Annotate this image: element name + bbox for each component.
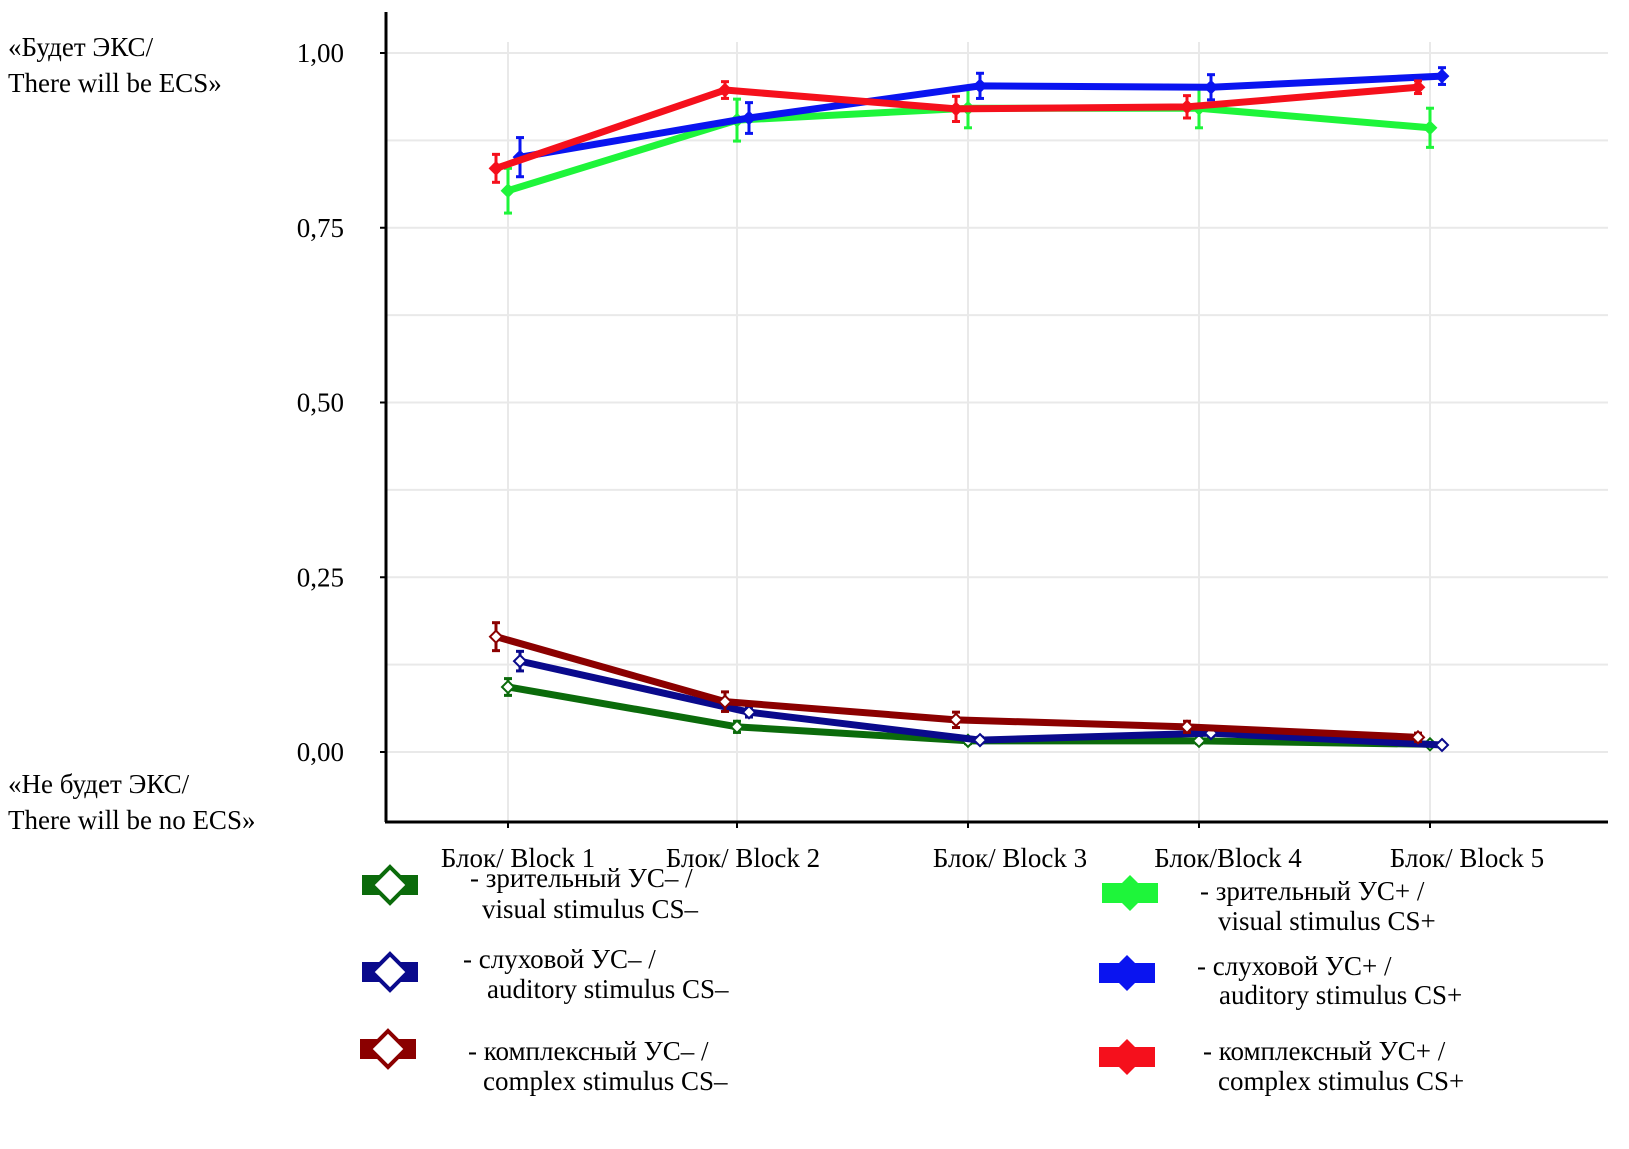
legend: - зрительный УС– /visual stimulus CS– - с… (360, 863, 1464, 1096)
legend-marker-icon (1099, 1039, 1155, 1075)
y-ticks: 0,00 0,25 0,50 0,75 1,00 (297, 38, 386, 767)
data-point (488, 629, 504, 645)
legend-marker-icon (362, 864, 418, 906)
y-tick-label: 1,00 (297, 38, 344, 68)
legend-label-en: auditory stimulus CS+ (1219, 980, 1462, 1010)
y-tick-label: 0,75 (297, 213, 344, 243)
y-bottom-label-line2: There will be no ECS» (8, 805, 255, 835)
legend-label-ru: - слуховой УС– / (463, 944, 656, 974)
x-tick-label: Блок/ Block 3 (933, 843, 1087, 873)
data-point (729, 719, 745, 735)
x-ticks: Блок/ Block 1 Блок/ Block 2 Блок/ Block 3 Б… (441, 822, 1544, 873)
legend-marker-icon (362, 951, 418, 993)
data-point (948, 712, 964, 728)
y-top-label-line2: There will be ECS» (8, 68, 222, 98)
data-point (1422, 120, 1438, 136)
series-auditory-stimulus-cs– (512, 649, 1450, 753)
grid (386, 42, 1608, 822)
legend-marker-icon (1102, 875, 1158, 911)
data-point (1203, 79, 1219, 95)
data-point (972, 78, 988, 94)
data-point (717, 82, 733, 98)
data-point (741, 704, 757, 720)
legend-label-ru: - комплексный УС+ / (1203, 1036, 1446, 1066)
data-point (1434, 737, 1450, 753)
legend-label-ru: - комплексный УС– / (468, 1036, 709, 1066)
legend-item: - зрительный УС– /visual stimulus CS– (362, 863, 699, 924)
legend-marker-icon (1099, 955, 1155, 991)
legend-item: - зрительный УС+ /visual stimulus CS+ (1102, 875, 1436, 936)
x-tick-label: Блок/ Block 1 (441, 843, 595, 873)
y-bottom-label-line1: «Не будет ЭКС/ (8, 769, 190, 799)
data-point (1410, 79, 1426, 95)
legend-label-en: visual stimulus CS– (482, 894, 699, 924)
legend-label-en: complex stimulus CS+ (1218, 1066, 1464, 1096)
y-tick-label: 0,25 (297, 562, 344, 592)
legend-label-ru: - зрительный УС+ / (1200, 876, 1425, 906)
data-point (717, 694, 733, 710)
data-point (972, 732, 988, 748)
series-group (488, 66, 1450, 753)
data-point (1179, 719, 1195, 735)
legend-label-en: visual stimulus CS+ (1218, 906, 1436, 936)
y-top-label-line1: «Будет ЭКС/ (8, 32, 154, 62)
data-point (1179, 99, 1195, 115)
data-point (741, 110, 757, 126)
legend-label-ru: - зрительный УС– / (470, 863, 693, 893)
data-point (500, 679, 516, 695)
series-auditory-stimulus-cs+ (512, 66, 1450, 179)
axes (384, 12, 1608, 824)
data-point (948, 101, 964, 117)
y-tick-label: 0,50 (297, 388, 344, 418)
data-point (500, 183, 516, 199)
legend-label-ru: - слуховой УС+ / (1197, 951, 1392, 981)
legend-marker-icon (360, 1028, 416, 1070)
x-tick-label: Блок/Block 4 (1154, 843, 1302, 873)
data-point (512, 653, 528, 669)
legend-item: - комплексный УС+ /complex stimulus CS+ (1099, 1036, 1464, 1096)
legend-item: - слуховой УС– /auditory stimulus CS– (362, 944, 729, 1004)
data-point (1410, 729, 1426, 745)
data-point (1434, 68, 1450, 84)
series-complex-stimulus-cs+ (488, 79, 1426, 184)
data-point (488, 160, 504, 176)
legend-item: - комплексный УС– /complex stimulus CS– (360, 1028, 728, 1096)
y-tick-label: 0,00 (297, 737, 344, 767)
series-complex-stimulus-cs– (488, 621, 1426, 745)
legend-label-en: auditory stimulus CS– (487, 974, 729, 1004)
data-point (1191, 733, 1207, 749)
legend-item: - слуховой УС+ /auditory stimulus CS+ (1099, 951, 1462, 1010)
legend-label-en: complex stimulus CS– (483, 1066, 728, 1096)
x-tick-label: Блок/ Block 5 (1390, 843, 1544, 873)
x-tick-label: Блок/ Block 2 (666, 843, 820, 873)
